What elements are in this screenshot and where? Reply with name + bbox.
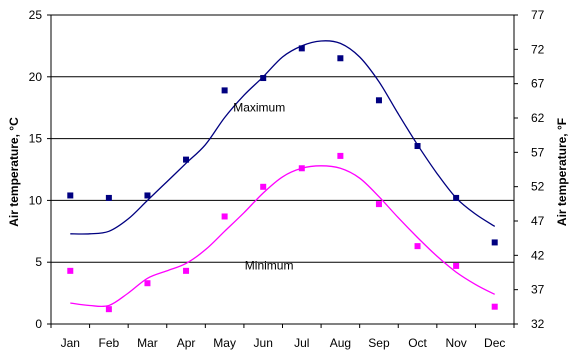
right-tick-label: 32	[531, 317, 545, 331]
right-tick-label: 42	[531, 248, 545, 262]
data-point-minimum	[183, 267, 190, 274]
data-point-maximum	[375, 97, 382, 104]
right-tick-label: 72	[531, 42, 545, 56]
right-tick-label: 62	[531, 111, 545, 125]
data-point-maximum	[453, 194, 460, 201]
data-point-maximum	[221, 87, 228, 94]
x-tick-label: Jul	[294, 336, 309, 350]
data-point-maximum	[414, 143, 421, 150]
data-point-minimum	[221, 213, 228, 220]
data-point-minimum	[491, 303, 498, 310]
plot-frame	[50, 14, 515, 325]
data-point-maximum	[260, 75, 267, 82]
data-point-minimum	[337, 152, 344, 159]
data-point-maximum	[183, 156, 190, 163]
x-tick-label: May	[213, 336, 236, 350]
right-tick-label: 47	[531, 214, 545, 228]
data-point-maximum	[337, 55, 344, 62]
right-tick-label: 67	[531, 77, 545, 91]
x-tick-label: Jun	[254, 336, 273, 350]
left-tick-label: 5	[35, 255, 42, 269]
series-curve-minimum	[70, 165, 495, 308]
series-curve-maximum	[70, 40, 496, 235]
data-point-minimum	[105, 306, 112, 313]
series-label-minimum: Minimum	[245, 259, 294, 273]
trend-curves	[70, 40, 496, 308]
series-label-maximum: Maximum	[233, 100, 285, 114]
data-markers	[67, 45, 498, 313]
data-point-maximum	[298, 45, 305, 52]
x-tick-label: Dec	[484, 336, 505, 350]
x-tick-label: Sep	[368, 336, 390, 350]
gridlines	[51, 76, 514, 263]
x-tick-label: Aug	[330, 336, 351, 350]
x-tick-label: Nov	[445, 336, 466, 350]
x-tick-label: Oct	[408, 336, 427, 350]
data-point-minimum	[144, 280, 151, 287]
right-tick-label: 37	[531, 283, 545, 297]
data-point-minimum	[414, 243, 421, 250]
series-labels: Maximum Minimum	[233, 100, 293, 272]
data-point-maximum	[67, 192, 74, 199]
y-axis-title-right: Air temperature, °F	[555, 118, 569, 226]
left-tick-label: 25	[29, 8, 43, 22]
left-axis-tick-labels: 0 5 10 15 20 25	[29, 8, 43, 331]
x-tick-label: Apr	[177, 336, 196, 350]
data-point-maximum	[491, 239, 498, 246]
left-tick-label: 15	[29, 132, 43, 146]
data-point-minimum	[67, 267, 74, 274]
left-tick-label: 20	[29, 70, 43, 84]
left-tick-label: 10	[29, 193, 43, 207]
x-axis-tick-labels: Jan Feb Mar Apr May Jun Jul Aug Sep Oct Nov Dec	[61, 336, 506, 350]
x-tick-label: Jan	[61, 336, 80, 350]
x-tick-label: Mar	[137, 336, 158, 350]
left-tick-label: 0	[35, 317, 42, 331]
data-point-minimum	[375, 201, 382, 208]
y-axis-title-left: Air temperature, °C	[7, 117, 21, 227]
data-point-maximum	[105, 194, 112, 201]
data-point-maximum	[144, 192, 151, 199]
right-tick-label: 77	[531, 8, 545, 22]
right-axis-tick-labels: 32 37 42 47 52 57 62 67 72 77	[531, 8, 545, 331]
right-tick-label: 52	[531, 180, 545, 194]
data-point-minimum	[453, 262, 460, 269]
right-tick-label: 57	[531, 145, 545, 159]
axis-ticks	[47, 14, 518, 328]
data-point-minimum	[298, 165, 305, 172]
data-point-minimum	[260, 183, 267, 190]
x-tick-label: Feb	[99, 336, 120, 350]
